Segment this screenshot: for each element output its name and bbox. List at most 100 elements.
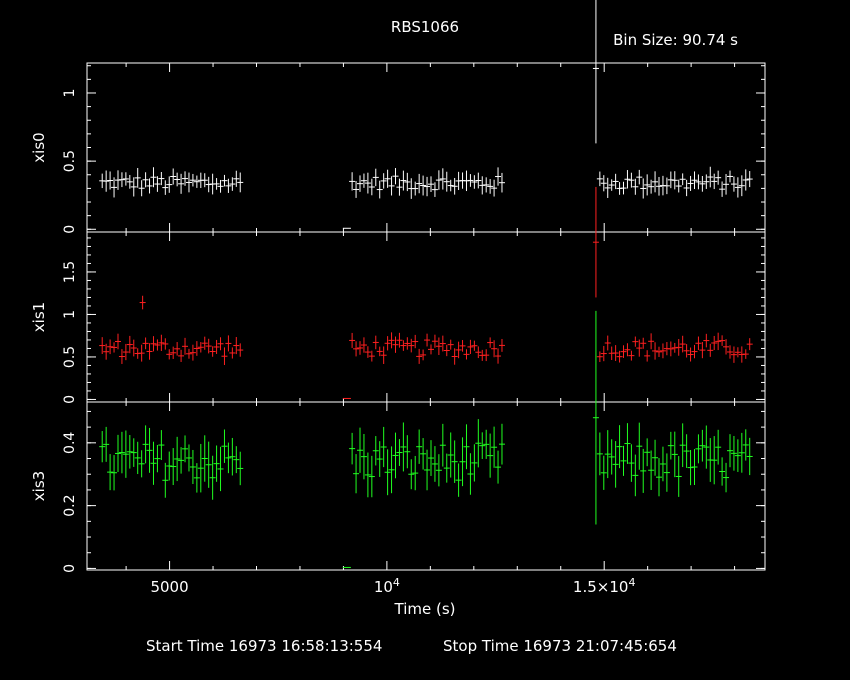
data-point <box>687 347 694 362</box>
data-point <box>111 177 118 198</box>
data-point <box>644 438 651 467</box>
data-point <box>225 178 232 193</box>
y-axis-label: xis1 <box>30 302 48 332</box>
data-point <box>205 338 212 354</box>
data-point <box>475 346 482 359</box>
data-point <box>353 454 360 494</box>
data-point <box>679 173 686 186</box>
data-point <box>166 176 173 193</box>
data-point <box>648 450 655 490</box>
data-point <box>142 425 149 464</box>
data-point <box>592 0 599 144</box>
data-point <box>170 448 177 486</box>
data-point <box>640 337 647 349</box>
data-point <box>126 174 133 189</box>
data-point <box>667 341 674 357</box>
series-xis3 <box>99 310 753 568</box>
data-point <box>439 335 446 352</box>
chart-title: RBS1066 <box>391 18 459 36</box>
data-point <box>683 434 690 468</box>
data-point <box>471 340 478 351</box>
data-point <box>648 179 655 194</box>
data-point <box>189 344 196 361</box>
data-point <box>711 436 718 485</box>
data-point <box>162 180 169 195</box>
data-point <box>659 446 666 482</box>
data-point <box>742 349 749 359</box>
data-point <box>205 441 212 488</box>
data-point <box>412 181 419 196</box>
data-point <box>150 336 157 352</box>
data-point <box>671 171 678 190</box>
data-point <box>726 345 733 359</box>
data-point <box>134 441 141 475</box>
data-point <box>197 443 204 493</box>
data-point <box>150 167 157 188</box>
data-point <box>491 179 498 197</box>
data-point <box>233 446 240 474</box>
data-point <box>384 169 391 188</box>
data-point <box>368 455 375 498</box>
data-point <box>726 434 733 468</box>
series-xis1 <box>99 186 753 399</box>
data-point <box>166 451 173 481</box>
data-point <box>118 431 125 474</box>
data-point <box>170 346 177 359</box>
data-point <box>233 170 240 187</box>
data-point <box>604 335 611 351</box>
data-point <box>158 172 165 186</box>
data-point <box>364 346 371 358</box>
data-point <box>652 171 659 193</box>
data-point <box>451 348 458 365</box>
data-point <box>596 432 603 476</box>
data-point <box>357 341 364 355</box>
data-point <box>178 447 185 474</box>
data-point <box>154 176 161 192</box>
data-point <box>189 173 196 187</box>
data-point <box>455 341 462 359</box>
data-point <box>467 339 474 354</box>
data-point <box>479 432 486 459</box>
data-point <box>174 436 181 482</box>
data-point <box>162 462 169 498</box>
data-point <box>659 343 666 359</box>
data-point <box>687 175 694 191</box>
data-point <box>130 177 137 197</box>
data-point <box>357 175 364 192</box>
data-point <box>217 179 224 193</box>
data-point <box>491 340 498 358</box>
data-point <box>114 434 121 473</box>
data-point <box>213 339 220 354</box>
y-axis-label: xis3 <box>30 471 48 501</box>
data-point <box>166 349 173 360</box>
data-point <box>225 335 232 352</box>
data-point <box>142 337 149 350</box>
data-point <box>707 166 714 188</box>
data-point <box>424 449 431 491</box>
data-point <box>122 430 129 478</box>
data-point <box>372 168 379 187</box>
x-axis-label: Time (s) <box>394 600 456 618</box>
data-point <box>396 178 403 196</box>
data-point <box>738 432 745 473</box>
data-point <box>475 172 482 189</box>
data-point <box>424 333 431 347</box>
data-point <box>746 437 753 476</box>
data-point <box>237 172 244 193</box>
data-point <box>695 434 702 464</box>
data-point <box>420 175 427 196</box>
data-point <box>612 173 619 190</box>
data-point <box>372 335 379 350</box>
data-point <box>213 445 220 482</box>
data-point <box>703 174 710 189</box>
data-point <box>652 439 659 476</box>
data-point <box>592 310 599 525</box>
data-point <box>451 440 458 483</box>
data-point <box>162 338 169 350</box>
data-point <box>636 422 643 470</box>
data-point <box>498 338 505 352</box>
data-point <box>600 455 607 490</box>
data-point <box>443 171 450 192</box>
data-point <box>628 444 635 482</box>
